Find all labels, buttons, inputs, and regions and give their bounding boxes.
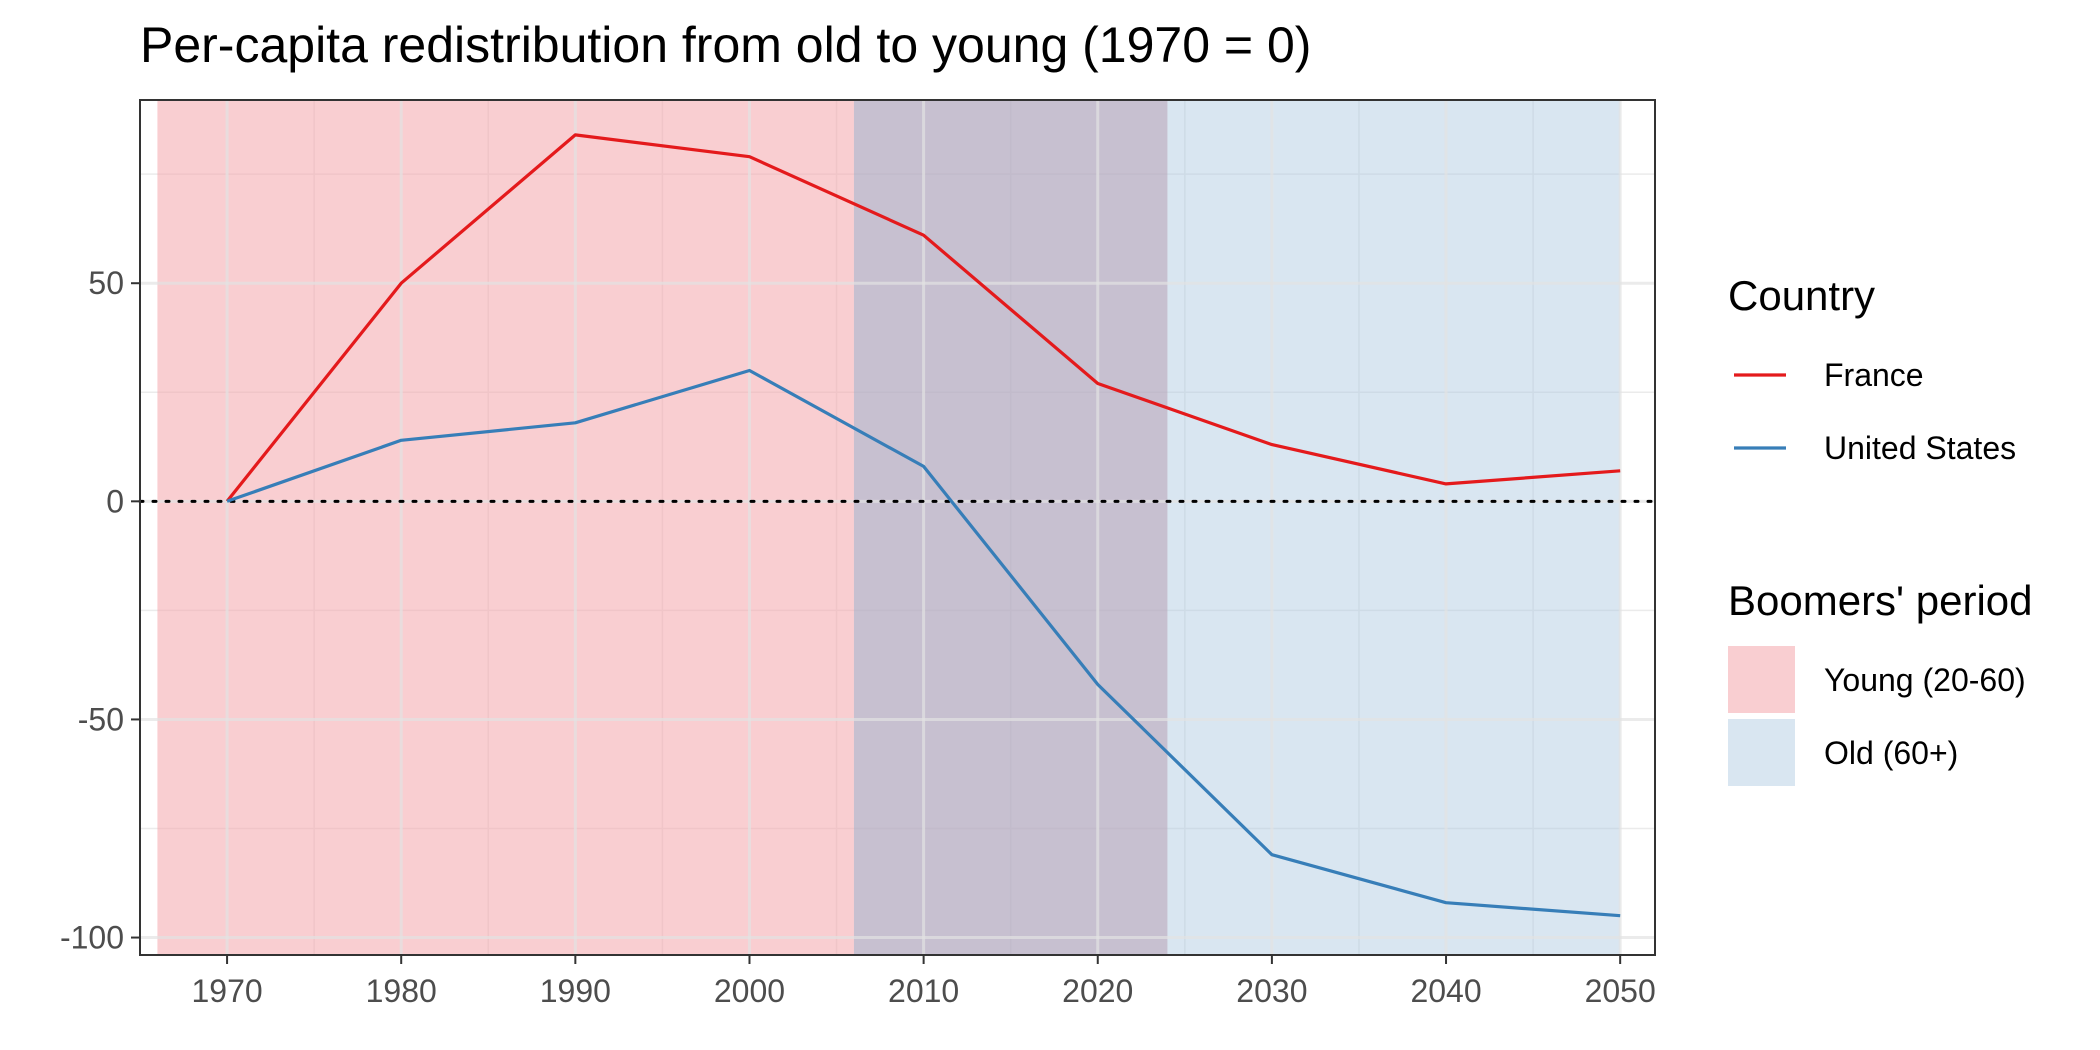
x-tick-label: 1990 <box>540 973 611 1009</box>
series-lines <box>225 133 1621 918</box>
y-tick-label: -100 <box>60 920 124 956</box>
legend-title-boomers-period: Boomers' period <box>1728 577 2033 624</box>
x-tick-label: 2020 <box>1062 973 1133 1009</box>
period-bands <box>157 100 1621 955</box>
chart-title: Per-capita redistribution from old to yo… <box>140 17 1311 73</box>
legend-label-united-states: United States <box>1824 430 2016 466</box>
panel-border <box>139 99 1656 956</box>
legend-key-young <box>1728 646 1795 713</box>
legend-label-old: Old (60+) <box>1824 735 1958 771</box>
axes: 1970 1980 1990 2000 2010 2020 2030 2040 2050 -100… <box>60 265 1656 1009</box>
legend-label-france: France <box>1824 357 1924 393</box>
x-tick-label: 2000 <box>714 973 785 1009</box>
panel-border <box>139 99 1656 956</box>
band-young <box>157 100 854 955</box>
x-tick-label: 2050 <box>1585 973 1656 1009</box>
y-tick-label: 0 <box>106 483 124 519</box>
x-tick-label: 1980 <box>366 973 437 1009</box>
legend-label-young: Young (20-60) <box>1824 662 2026 698</box>
y-tick-label: 50 <box>88 265 124 301</box>
x-tick-label: 2040 <box>1410 973 1481 1009</box>
legend-key-old <box>1728 719 1795 786</box>
x-tick-label: 2010 <box>888 973 959 1009</box>
legend: Country France United States Boomers' perio… <box>1728 272 2033 786</box>
series-line-france <box>225 133 1621 503</box>
x-tick-label: 2030 <box>1236 973 1307 1009</box>
y-tick-label: -50 <box>78 701 124 737</box>
series-line-united-states <box>226 368 1621 918</box>
x-tick-label: 1970 <box>191 973 262 1009</box>
legend-title-country: Country <box>1728 272 1875 319</box>
band-overlap <box>853 100 1168 955</box>
